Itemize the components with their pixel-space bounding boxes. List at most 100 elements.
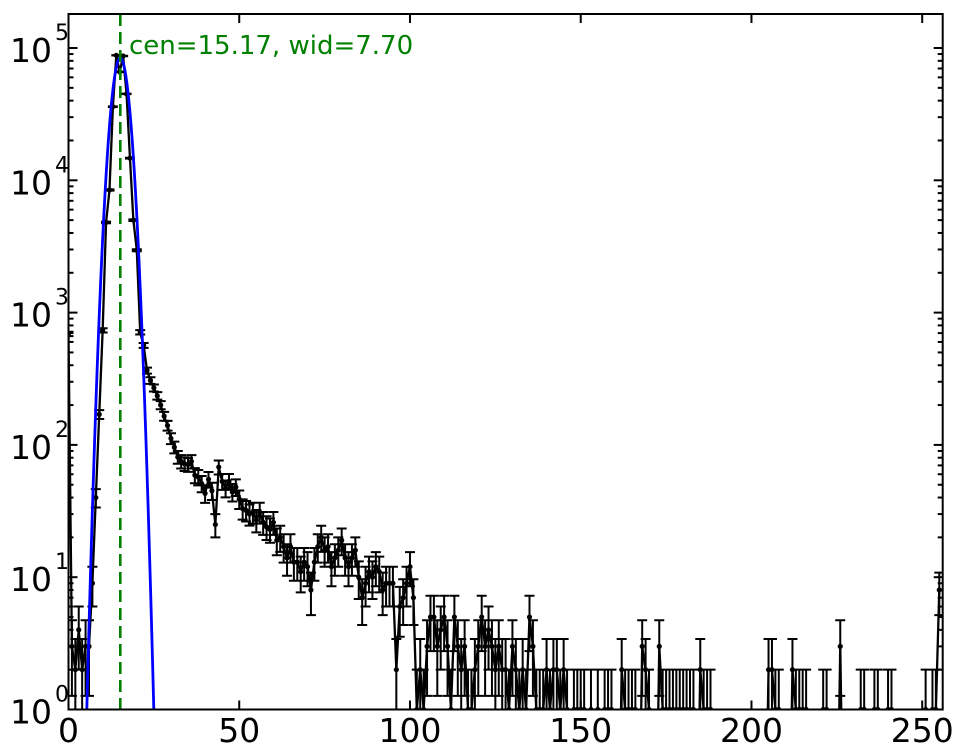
data-marker — [222, 485, 229, 491]
y-tick-exponent: 0 — [55, 683, 69, 708]
data-marker — [455, 643, 461, 649]
data-marker — [526, 614, 533, 620]
data-marker — [458, 667, 464, 673]
y-tick-label: 10 — [10, 163, 52, 202]
data-marker — [325, 544, 331, 550]
data-marker — [656, 643, 662, 649]
y-tick-label: 10 — [10, 560, 52, 599]
y-tick-exponent: 3 — [55, 286, 69, 311]
x-tick-label: 200 — [720, 711, 783, 750]
data-marker — [366, 569, 372, 575]
x-tick-label: 50 — [218, 711, 260, 750]
data-marker — [380, 587, 386, 593]
data-marker — [697, 667, 703, 673]
data-marker — [76, 627, 82, 633]
data-marker — [417, 667, 423, 673]
data-marker — [199, 480, 205, 487]
data-marker — [185, 461, 191, 468]
data-marker — [284, 555, 290, 561]
data-marker — [322, 547, 328, 553]
data-marker — [130, 217, 136, 223]
data-marker — [444, 643, 451, 649]
data-marker — [168, 435, 174, 441]
data-marker — [431, 614, 437, 620]
data-marker — [472, 667, 478, 673]
data-marker — [561, 667, 567, 673]
y-tick-exponent: 4 — [55, 153, 69, 178]
data-marker — [106, 187, 113, 193]
data-marker — [441, 614, 447, 620]
data-marker — [229, 489, 236, 495]
data-marker — [513, 667, 519, 673]
y-tick-exponent: 2 — [55, 418, 69, 443]
data-marker — [205, 476, 212, 482]
data-marker — [482, 643, 488, 649]
data-marker — [175, 454, 181, 460]
data-marker — [79, 667, 85, 673]
data-marker — [287, 544, 294, 550]
data-marker — [257, 509, 263, 515]
data-marker — [352, 547, 358, 553]
data-marker — [188, 458, 195, 465]
y-tick-label: 10 — [10, 693, 52, 732]
data-marker — [202, 490, 208, 496]
data-marker — [100, 327, 106, 333]
x-tick-label: 0 — [58, 711, 79, 750]
data-marker — [434, 643, 440, 649]
x-tick-label: 250 — [891, 711, 954, 750]
data-marker — [260, 519, 266, 525]
data-marker — [219, 478, 225, 484]
data-marker — [72, 667, 78, 673]
data-marker — [400, 595, 406, 601]
data-marker — [492, 667, 498, 673]
data-marker — [164, 422, 171, 429]
data-marker — [332, 555, 338, 561]
data-marker — [475, 643, 481, 649]
data-marker — [489, 643, 495, 649]
data-marker — [226, 478, 232, 484]
data-marker — [403, 580, 410, 586]
data-marker — [250, 509, 256, 515]
data-marker — [158, 402, 164, 408]
data-marker — [144, 367, 150, 374]
data-marker — [216, 464, 222, 470]
axes-frame — [67, 13, 944, 711]
data-marker — [376, 569, 382, 575]
y-tick-label: 10 — [10, 428, 52, 467]
y-tick-label: 10 — [10, 31, 52, 70]
data-marker — [113, 52, 119, 58]
fit-annotation: cen=15.17, wid=7.70 — [128, 30, 414, 61]
data-marker — [345, 564, 352, 570]
data-marker — [410, 595, 416, 601]
data-marker — [335, 547, 341, 553]
data-marker — [438, 627, 444, 633]
data-marker — [485, 627, 492, 633]
data-marker — [369, 574, 376, 580]
data-marker — [451, 614, 457, 620]
data-marker — [543, 667, 550, 673]
data-marker — [151, 385, 157, 391]
data-marker — [356, 574, 362, 580]
data-marker — [362, 580, 369, 586]
data-marker — [520, 667, 526, 673]
data-marker — [301, 559, 307, 565]
data-marker — [639, 643, 645, 649]
data-marker — [270, 519, 276, 525]
error-bars — [68, 54, 943, 710]
x-tick-label: 150 — [549, 711, 612, 750]
data-marker — [789, 667, 796, 673]
data-marker — [304, 564, 311, 570]
data-marker — [233, 484, 239, 490]
data-marker — [253, 517, 259, 523]
data-marker — [359, 595, 365, 601]
data-marker — [127, 155, 133, 161]
data-marker — [209, 488, 215, 494]
data-marker — [236, 496, 242, 502]
data-marker — [373, 564, 379, 570]
x-tick-label: 100 — [378, 711, 441, 750]
data-marker — [407, 564, 413, 570]
data-marker — [339, 537, 345, 543]
